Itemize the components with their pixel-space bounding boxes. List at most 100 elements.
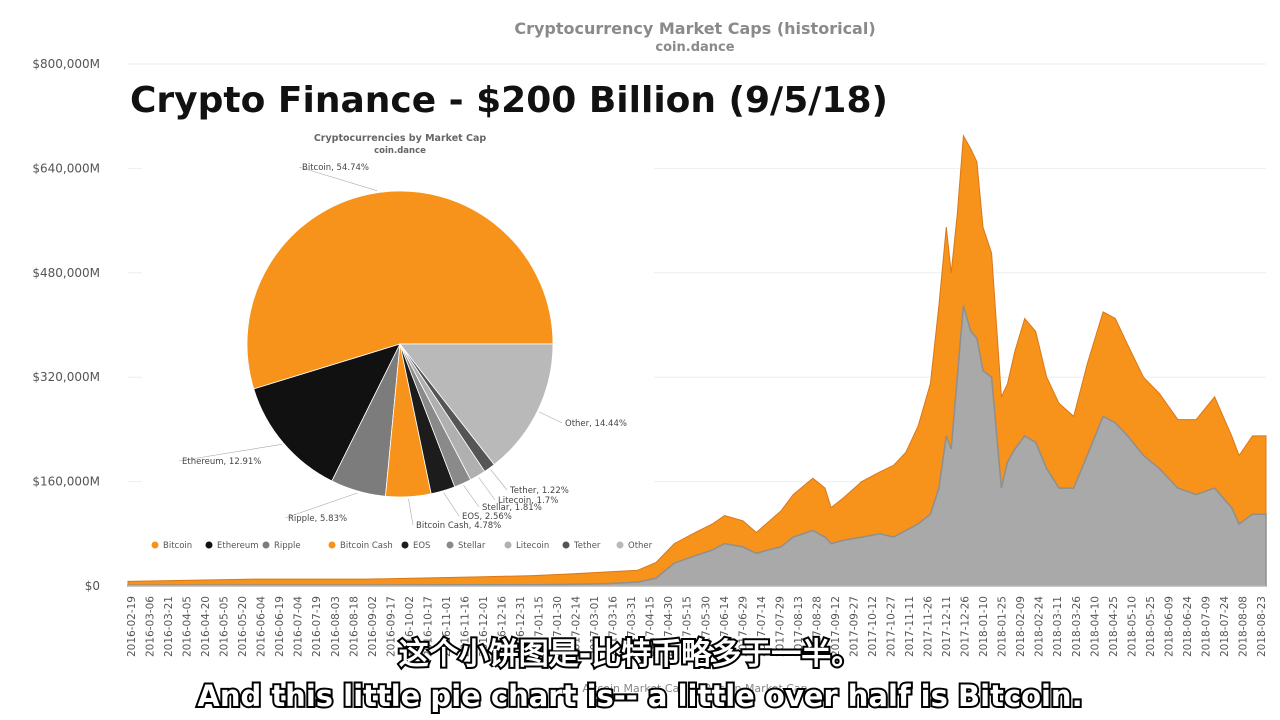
- pie-legend-item: Bitcoin: [163, 541, 192, 551]
- x-tick-label: 2018-04-10: [1089, 596, 1101, 657]
- x-tick-label: 2017-09-12: [830, 596, 842, 657]
- pie-legend-item: Other: [628, 541, 653, 551]
- area-chart-title: Cryptocurrency Market Caps (historical): [514, 19, 875, 38]
- pie-slice-ethereum: [253, 343, 401, 482]
- x-tick-label: 2017-04-30: [663, 596, 675, 657]
- pie-slice-label: EOS, 2.56%: [462, 512, 512, 522]
- x-tick-label: 2017-10-27: [886, 596, 898, 657]
- x-tick-label: 2016-12-16: [497, 596, 509, 657]
- x-tick-label: 2018-01-10: [978, 596, 990, 657]
- x-tick-label: 2017-01-15: [534, 596, 546, 657]
- x-tick-label: 2016-02-19: [126, 596, 138, 657]
- x-tick-label: 2017-08-28: [811, 596, 823, 657]
- x-tick-label: 2016-08-03: [330, 596, 342, 657]
- x-tick-label: 2016-05-20: [237, 596, 249, 657]
- pie-legend-item: Bitcoin Cash: [340, 541, 393, 551]
- x-tick-label: 2017-09-27: [849, 596, 861, 657]
- x-tick-label: 2016-06-04: [256, 596, 268, 657]
- x-tick-label: 2017-07-14: [756, 596, 768, 657]
- x-tick-label: 2016-07-19: [311, 596, 323, 657]
- pie-chart-title: Cryptocurrencies by Market Cap: [314, 133, 487, 144]
- pie-chart-panel: Cryptocurrencies by Market Cap coin.danc…: [142, 124, 654, 560]
- x-tick-label: 2016-07-04: [293, 596, 305, 657]
- pie-slice-label: Bitcoin, 54.74%: [302, 163, 369, 173]
- x-tick-label: 2018-08-23: [1256, 596, 1268, 657]
- x-tick-label: 2017-04-15: [645, 596, 657, 657]
- x-axis-ticks: 2016-02-19 2016-03-06 2016-03-21 2016-04-05…: [126, 596, 1268, 657]
- y-axis-ticks: $0 $160,000M $320,000M $480,000M $640,000M $8…: [32, 57, 100, 593]
- y-tick-label: $320,000M: [32, 370, 100, 384]
- area-chart-subtitle: coin.dance: [655, 40, 734, 55]
- x-tick-label: 2018-02-09: [1015, 596, 1027, 657]
- pie-leader-line: [478, 477, 496, 501]
- area-chart-legend: Altcoin Market Cap ... Bitcoin Market Ca…: [582, 682, 807, 695]
- pie-slice-label: Stellar, 1.81%: [482, 503, 542, 513]
- x-tick-label: 2016-03-21: [163, 596, 175, 657]
- x-tick-label: 2016-12-31: [515, 596, 527, 657]
- x-tick-label: 2016-04-05: [182, 596, 194, 657]
- x-tick-label: 2017-05-15: [682, 596, 694, 657]
- y-tick-label: $640,000M: [32, 161, 100, 175]
- x-tick-label: 2016-05-05: [219, 596, 231, 657]
- pie-leader-line: [443, 492, 460, 517]
- x-tick-label: 2016-09-17: [385, 596, 397, 657]
- x-tick-label: 2016-09-02: [367, 596, 379, 657]
- pie-legend-marker: [328, 541, 336, 549]
- x-tick-label: 2018-01-25: [997, 596, 1009, 657]
- x-tick-label: 2017-02-14: [571, 596, 583, 657]
- pie-slice-label: Ethereum, 12.91%: [182, 457, 261, 467]
- x-tick-label: 2017-06-14: [719, 596, 731, 657]
- x-tick-label: 2018-07-24: [1219, 596, 1231, 657]
- x-tick-label: 2017-11-26: [923, 596, 935, 657]
- pie-slice-bitcoin: [246, 190, 554, 390]
- pie-legend-marker: [262, 541, 270, 549]
- pie-legend-item: Tether: [573, 541, 601, 551]
- x-tick-label: 2017-05-30: [700, 596, 712, 657]
- subtitle-english: And this little pie chart is-- a little …: [197, 679, 1082, 713]
- x-tick-label: 2017-01-30: [552, 596, 564, 657]
- pie-slice-label: Litecoin, 1.7%: [498, 496, 558, 506]
- y-tick-label: $0: [85, 579, 100, 593]
- y-tick-label: $160,000M: [32, 475, 100, 489]
- pie-legend-marker: [616, 541, 624, 549]
- x-tick-label: 2017-03-01: [589, 596, 601, 657]
- x-tick-label: 2018-06-09: [1163, 596, 1175, 657]
- x-tick-label: 2017-03-16: [608, 596, 620, 657]
- pie-legend-item: Stellar: [458, 541, 486, 551]
- x-tick-label: 2017-08-13: [793, 596, 805, 657]
- y-tick-label: $480,000M: [32, 266, 100, 280]
- pie-legend-marker: [504, 541, 512, 549]
- pie-slice-label: Other, 14.44%: [565, 419, 627, 429]
- subtitle-chinese: 这个小饼图是-比特币略多于一半。: [399, 637, 861, 672]
- pie-legend-marker: [205, 541, 213, 549]
- pie-slice-label: Ripple, 5.83%: [288, 514, 347, 524]
- x-tick-label: 2018-03-11: [1052, 596, 1064, 657]
- x-tick-label: 2018-04-25: [1108, 596, 1120, 657]
- pie-legend-item: Ripple: [274, 541, 301, 551]
- pie-chart-subtitle: coin.dance: [374, 146, 426, 156]
- pie-slice-labels: Bitcoin, 54.74% Ethereum, 12.91% Ripple, 5…: [178, 163, 627, 531]
- x-tick-label: 2018-02-24: [1034, 596, 1046, 657]
- pie-legend-marker: [562, 541, 570, 549]
- pie-legend-marker: [151, 541, 159, 549]
- pie-leader-line: [408, 498, 414, 526]
- x-tick-label: 2018-07-09: [1200, 596, 1212, 657]
- pie-leader-line: [539, 411, 563, 424]
- x-tick-label: 2016-10-02: [404, 596, 416, 657]
- x-tick-label: 2016-11-01: [441, 596, 453, 657]
- x-tick-label: 2016-12-01: [478, 596, 490, 657]
- x-tick-label: 2016-04-20: [200, 596, 212, 657]
- x-tick-label: 2017-07-29: [774, 596, 786, 657]
- pie-leader-line: [463, 485, 480, 508]
- x-tick-label: 2016-06-19: [274, 596, 286, 657]
- pie-slices: [246, 190, 554, 498]
- y-tick-label: $800,000M: [32, 57, 100, 71]
- x-tick-label: 2017-11-11: [904, 596, 916, 657]
- pie-slice-label: Bitcoin Cash, 4.78%: [416, 521, 501, 531]
- headline: Crypto Finance - $200 Billion (9/5/18): [130, 80, 888, 121]
- pie-slice-label: Tether, 1.22%: [509, 486, 569, 496]
- pie-legend: Bitcoin Ethereum Ripple Bitcoin Cash EOS Stel…: [151, 541, 653, 551]
- pie-legend-item: Ethereum: [217, 541, 259, 551]
- x-tick-label: 2016-11-16: [459, 596, 471, 657]
- x-tick-label: 2016-08-18: [348, 596, 360, 657]
